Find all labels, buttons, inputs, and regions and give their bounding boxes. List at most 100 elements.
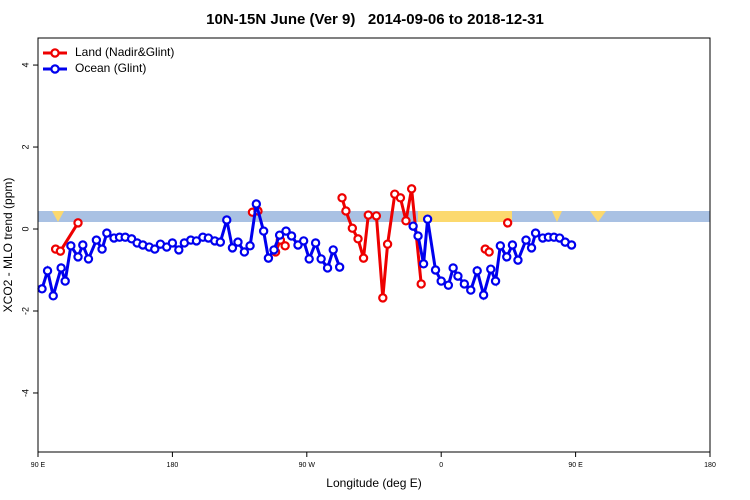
data-point bbox=[418, 259, 429, 269]
data-point bbox=[304, 254, 314, 264]
data-point bbox=[408, 221, 418, 231]
data-point bbox=[371, 211, 382, 221]
data-point bbox=[436, 276, 446, 286]
data-point bbox=[353, 234, 363, 244]
band-highlight bbox=[52, 211, 64, 222]
data-point bbox=[222, 215, 232, 225]
data-point bbox=[150, 244, 160, 254]
data-point bbox=[245, 241, 255, 251]
data-point bbox=[298, 236, 309, 246]
data-point bbox=[443, 280, 454, 290]
x-tick-label: 90 E bbox=[568, 462, 583, 469]
y-tick-label: -2 bbox=[20, 307, 30, 315]
data-point bbox=[263, 253, 274, 263]
data-point bbox=[258, 226, 269, 236]
data-point bbox=[227, 243, 238, 253]
data-point bbox=[239, 247, 250, 257]
data-point bbox=[37, 284, 47, 294]
data-point bbox=[73, 252, 83, 262]
data-point bbox=[66, 241, 76, 251]
data-point bbox=[513, 255, 523, 265]
data-point bbox=[490, 276, 501, 286]
data-point bbox=[478, 290, 489, 300]
data-point bbox=[495, 241, 506, 251]
data-point bbox=[358, 253, 369, 263]
data-point bbox=[530, 228, 541, 238]
legend-marker bbox=[50, 48, 60, 58]
data-point bbox=[316, 254, 326, 264]
data-point bbox=[167, 238, 178, 248]
x-tick-label: 90 W bbox=[299, 462, 316, 469]
y-tick-label: 2 bbox=[20, 145, 30, 150]
x-tick-label: 0 bbox=[439, 462, 443, 469]
data-point bbox=[55, 246, 66, 256]
data-point bbox=[78, 240, 88, 250]
data-point bbox=[406, 184, 417, 194]
legend-marker bbox=[50, 64, 60, 74]
data-point bbox=[347, 223, 358, 233]
data-point bbox=[416, 279, 426, 289]
data-point bbox=[422, 214, 433, 224]
data-point bbox=[91, 235, 102, 245]
data-point bbox=[83, 254, 94, 264]
data-point bbox=[56, 263, 66, 273]
data-point bbox=[215, 237, 226, 247]
data-point bbox=[334, 262, 345, 272]
x-tick-label: 90 E bbox=[31, 462, 46, 469]
data-point bbox=[97, 244, 107, 254]
band-highlight bbox=[552, 211, 562, 222]
data-point bbox=[395, 193, 406, 203]
data-point bbox=[453, 271, 463, 281]
data-point bbox=[484, 247, 494, 257]
data-point bbox=[378, 293, 388, 303]
legend: Land (Nadir&Glint) Ocean (Glint) bbox=[43, 45, 174, 75]
data-point bbox=[281, 226, 291, 236]
data-point bbox=[526, 243, 537, 253]
y-tick-label: -4 bbox=[20, 389, 30, 397]
data-point bbox=[430, 265, 441, 275]
data-point bbox=[466, 285, 476, 295]
x-tick-label: 180 bbox=[704, 462, 716, 469]
data-point bbox=[42, 266, 53, 276]
x-axis-label: Longitude (deg E) bbox=[326, 476, 421, 490]
data-point bbox=[448, 263, 458, 273]
band-highlight bbox=[418, 211, 512, 222]
band-highlight bbox=[590, 211, 606, 222]
data-point bbox=[73, 218, 83, 228]
data-point bbox=[102, 228, 112, 238]
data-point bbox=[341, 206, 351, 216]
data-point bbox=[502, 218, 513, 228]
data-point bbox=[286, 231, 297, 241]
data-point bbox=[322, 263, 333, 273]
data-point bbox=[269, 245, 279, 255]
data-point bbox=[566, 240, 577, 250]
data-point bbox=[502, 252, 512, 262]
plot-frame bbox=[37, 37, 711, 453]
data-point bbox=[521, 235, 531, 245]
data-point bbox=[472, 266, 482, 276]
data-point bbox=[310, 238, 321, 248]
y-tick-label: 0 bbox=[20, 227, 30, 232]
data-point bbox=[507, 240, 518, 250]
y-tick-label: 4 bbox=[20, 63, 30, 68]
data-point bbox=[486, 264, 496, 274]
data-point bbox=[337, 193, 347, 203]
data-point bbox=[401, 216, 411, 226]
data-point bbox=[251, 199, 262, 209]
data-point bbox=[48, 291, 58, 301]
data-point bbox=[60, 276, 70, 286]
legend-label: Ocean (Glint) bbox=[75, 61, 146, 75]
data-point bbox=[328, 245, 338, 255]
data-point bbox=[413, 231, 423, 241]
legend-label: Land (Nadir&Glint) bbox=[75, 45, 174, 59]
x-tick-label: 180 bbox=[167, 462, 179, 469]
data-point bbox=[459, 279, 470, 289]
data-point bbox=[280, 241, 290, 251]
data-point bbox=[233, 237, 243, 247]
data-point bbox=[274, 230, 285, 240]
data-point bbox=[382, 239, 393, 249]
data-point bbox=[363, 210, 374, 220]
y-axis-label: XCO2 - MLO trend (ppm) bbox=[1, 178, 15, 313]
data-point bbox=[174, 245, 184, 255]
